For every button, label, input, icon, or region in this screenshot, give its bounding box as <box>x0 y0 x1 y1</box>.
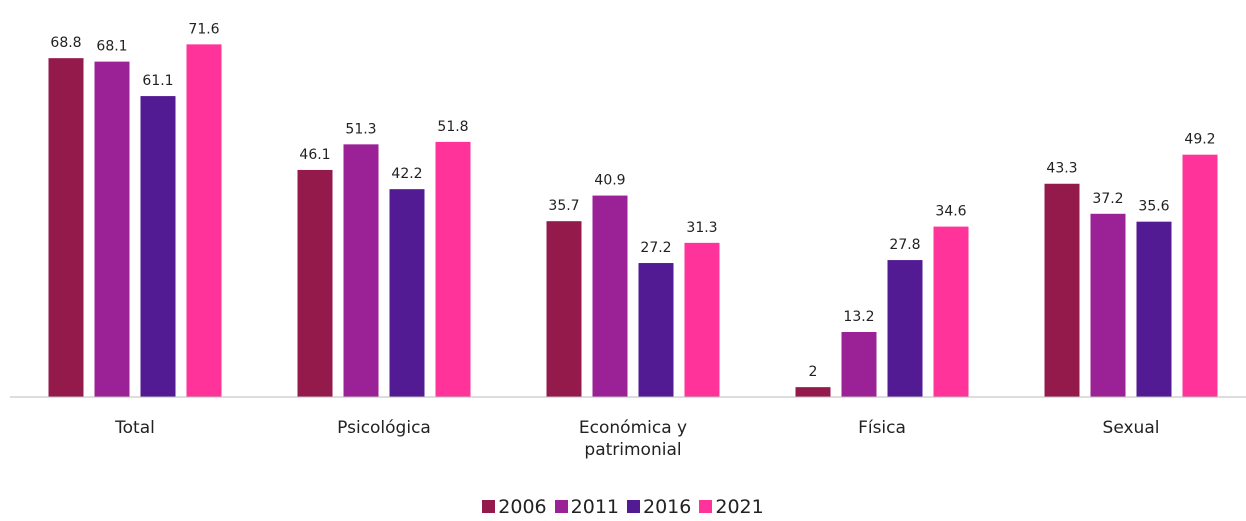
bar <box>795 387 831 397</box>
data-label: 27.2 <box>640 240 671 256</box>
legend-swatch <box>627 500 640 513</box>
data-label: 49.2 <box>1184 132 1215 148</box>
x-tick-label: Física <box>858 418 906 438</box>
x-tick-label: Económica y patrimonial <box>578 418 688 460</box>
data-label: 51.3 <box>345 121 376 137</box>
legend-item: 2011 <box>554 496 619 518</box>
data-label: 27.8 <box>889 237 920 253</box>
legend-swatch <box>554 500 568 513</box>
legend-label: 2006 <box>498 496 547 518</box>
data-label: 71.6 <box>188 21 219 37</box>
legend-swatch <box>482 500 496 513</box>
data-label: 51.8 <box>437 119 468 135</box>
bar <box>1044 183 1080 397</box>
bar <box>638 263 674 397</box>
data-label: 40.9 <box>594 173 625 189</box>
bar <box>933 226 969 397</box>
data-label: 68.8 <box>50 35 81 51</box>
data-label: 35.7 <box>548 198 579 214</box>
legend-item: 2016 <box>627 496 691 518</box>
bar <box>186 44 222 398</box>
data-label: 2 <box>809 364 818 380</box>
data-label: 13.2 <box>843 309 874 325</box>
legend-swatch <box>699 500 713 513</box>
bar <box>887 260 923 397</box>
chart: 68.8 68.1 61.1 71.6 46.1 51.3 42.2 51.8 35.7 40.9… <box>10 21 1246 398</box>
bar <box>1182 154 1218 397</box>
data-label: 61.1 <box>142 73 173 89</box>
data-label: 43.3 <box>1046 161 1077 177</box>
bar <box>140 96 176 398</box>
bar <box>1136 221 1172 397</box>
legend-label: 2021 <box>715 496 764 518</box>
data-label: 68.1 <box>96 39 127 55</box>
legend-label: 2016 <box>643 496 692 518</box>
legend-label: 2011 <box>570 496 619 518</box>
bar <box>684 242 720 397</box>
bar <box>343 144 379 397</box>
bar <box>94 61 130 398</box>
bar <box>546 221 582 397</box>
data-label: 35.6 <box>1138 199 1169 215</box>
legend: 2006 2011 2016 2021 <box>0 496 1246 518</box>
data-label: 42.2 <box>391 166 422 182</box>
x-tick-label: Sexual <box>1102 418 1160 438</box>
bar <box>592 195 628 397</box>
bar <box>435 141 471 397</box>
data-label: 34.6 <box>935 204 966 220</box>
bar <box>841 331 877 397</box>
data-label: 46.1 <box>299 147 330 163</box>
data-label: 37.2 <box>1092 191 1123 207</box>
legend-item: 2021 <box>699 496 764 518</box>
x-tick-label: Total <box>115 418 155 438</box>
data-label: 31.3 <box>686 220 717 236</box>
bar <box>1090 213 1126 397</box>
legend-item: 2006 <box>482 496 547 518</box>
bar <box>297 169 333 397</box>
bar <box>48 58 84 397</box>
x-tick-label: Psicológica <box>337 418 431 438</box>
bar <box>389 189 425 397</box>
